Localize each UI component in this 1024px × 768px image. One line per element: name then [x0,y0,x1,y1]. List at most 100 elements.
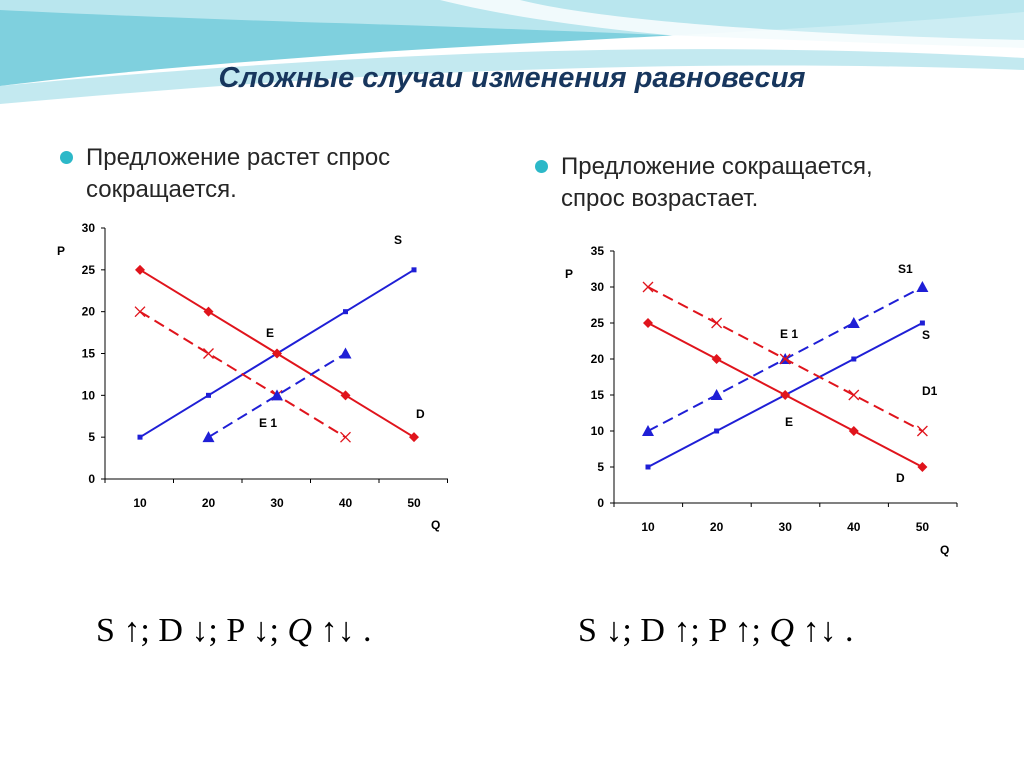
x-point [916,425,928,437]
x-tick-label: 10 [133,496,147,510]
formula-s: S ↑; [96,612,150,649]
diamond-point [340,390,351,401]
formula-right: S ↓; D ↑; P ↑; Q ↑↓ . [578,612,854,650]
x-point [848,389,860,401]
y-axis-label: P [565,267,573,281]
annotation-d: D [416,407,425,421]
formula-d: D ↓; [158,612,218,649]
series-blue-dashed [202,347,352,443]
y-tick-label: 25 [82,263,96,277]
x-point [203,348,214,359]
bullet-right: Предложение сокращается, спрос возрастае… [535,151,873,215]
annotation-s: S [922,328,930,342]
triangle-point [642,425,654,436]
square-point [137,434,143,440]
y-tick-label: 20 [591,352,605,366]
triangle-point [710,389,723,400]
bullet-left-line2: сокращается. [86,176,237,203]
square-point [411,267,417,273]
y-tick-label: 15 [82,347,96,361]
series-d [643,318,928,472]
y-tick-label: 5 [88,430,95,444]
y-tick-label: 20 [82,305,96,319]
y-tick-label: 30 [82,221,96,235]
bullet-dot [60,151,73,164]
y-tick-label: 30 [591,280,605,294]
diamond-point [203,306,214,317]
y-tick-label: 5 [597,460,604,474]
triangle-point [916,281,929,292]
diamond-point [409,432,419,443]
x-axis-label: Q [431,518,440,532]
diamond-point [272,348,282,359]
y-tick-label: 25 [591,316,605,330]
triangle-point [847,317,860,328]
triangle-point [339,347,352,359]
formula-q: Q [287,612,313,649]
formula-d: D ↑; [640,612,700,649]
bullet-left: Предложение растет спрос сокращается. [60,142,391,206]
formula-q-arrows: ↑↓ [802,612,837,649]
annotation-s1: S1 [898,262,913,276]
y-tick-label: 0 [88,472,95,486]
x-tick-label: 20 [202,496,216,510]
x-axis-label: Q [940,543,949,557]
bullet-right-line1: Предложение сокращается, [561,153,873,180]
series-line [207,352,347,439]
diamond-point [711,354,722,364]
x-point [779,353,791,365]
annotation-e: E [785,415,793,429]
triangle-point [202,431,215,443]
slide-title: Сложные случаи изменения равновесия [218,62,806,94]
square-point [851,356,857,362]
x-tick-label: 30 [270,496,284,510]
diamond-point [643,318,653,328]
bullet-right-line2: спрос возрастает. [561,185,759,212]
formula-q-arrows: ↑↓ [320,612,355,649]
bullet-dot [535,160,548,173]
diamond-point [848,426,859,436]
x-tick-label: 40 [847,520,861,534]
header-decoration [0,0,1024,104]
formula-q: Q [769,612,795,649]
annotation-e1: E 1 [259,416,277,430]
formula-end: . [845,612,854,649]
formula-p: P ↑; [708,612,761,649]
annotation-d: D [896,471,905,485]
x-tick-label: 10 [641,520,655,534]
x-point [642,281,654,293]
x-tick-label: 30 [779,520,793,534]
decor-wave-white [440,0,1024,54]
x-point [134,306,146,318]
annotation-d1: D1 [922,384,938,398]
x-point [711,317,723,329]
square-point [714,428,720,434]
x-tick-label: 20 [710,520,724,534]
formula-s: S ↓; [578,612,632,649]
square-point [343,309,348,315]
x-tick-label: 50 [407,496,421,510]
x-tick-label: 40 [339,496,353,510]
annotation-s: S [394,233,402,247]
series-line [139,310,347,439]
series-d [135,264,419,443]
diamond-point [917,462,928,472]
y-tick-label: 15 [591,388,605,402]
series-d1 [642,281,928,437]
formula-p: P ↓; [226,612,279,649]
y-tick-label: 10 [591,424,605,438]
square-point [919,320,925,326]
diamond-point [780,390,791,400]
square-point [645,464,651,470]
formula-end: . [363,612,372,649]
decor-wave-mid [0,49,1024,104]
annotation-e1: E 1 [780,327,798,341]
formula-left: S ↑; D ↓; P ↓; Q ↑↓ . [96,612,372,650]
diamond-point [135,264,145,275]
y-tick-label: 35 [591,244,605,258]
x-point [340,431,351,443]
x-tick-label: 50 [916,520,930,534]
bullet-left-line1: Предложение растет спрос [86,144,391,171]
